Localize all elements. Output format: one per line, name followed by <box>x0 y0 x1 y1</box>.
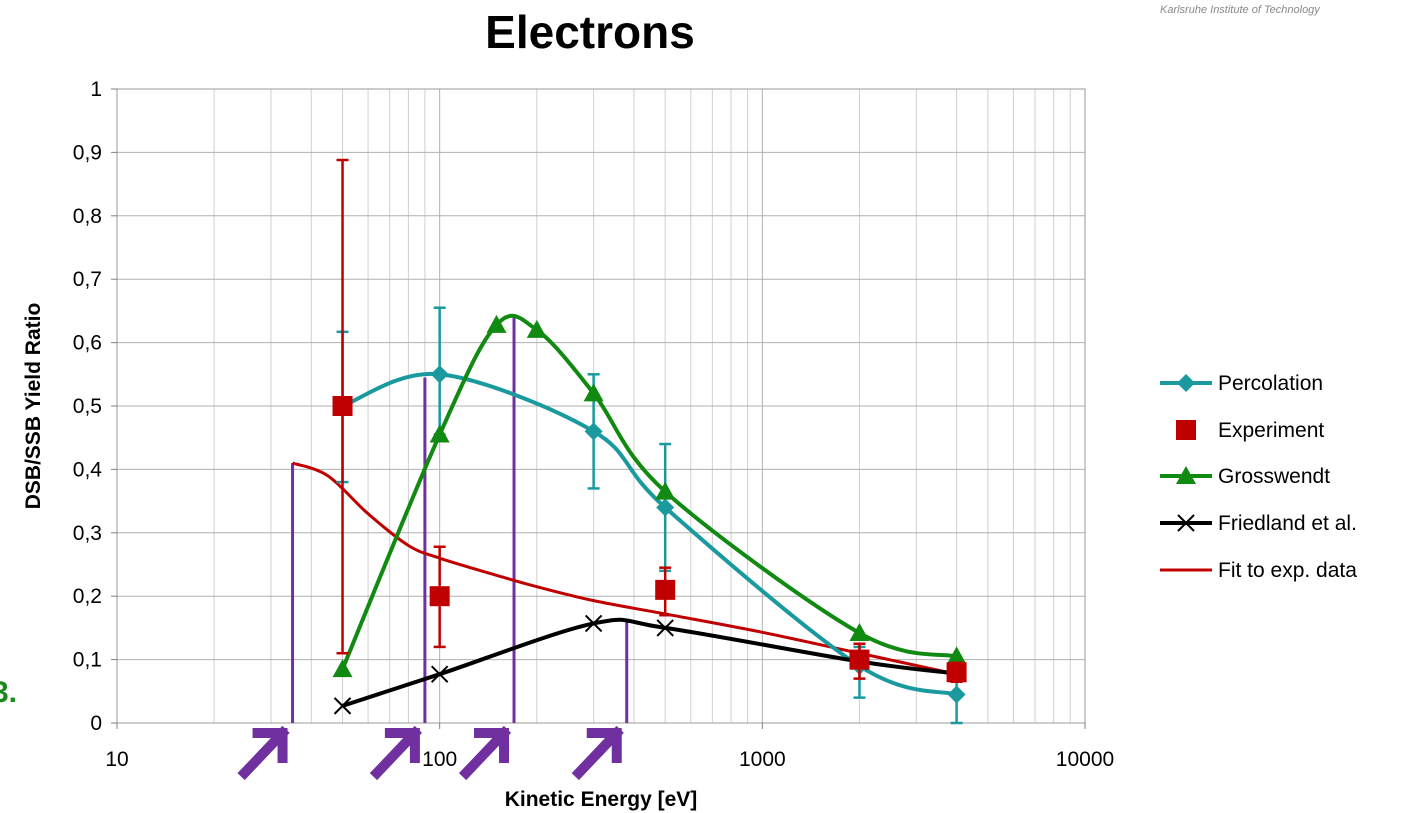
edge-fragment-text: 3. <box>0 676 17 709</box>
series-grosswendt <box>332 313 967 678</box>
data-point <box>526 319 547 338</box>
data-point <box>332 396 353 416</box>
y-tick-label: 0,4 <box>73 458 103 481</box>
legend: Percolation Experiment Grosswendt Friedland… <box>1160 372 1357 582</box>
y-axis-label: DSB/SSB Yield Ratio <box>22 303 45 510</box>
x-tick-label: 10 <box>105 748 128 771</box>
x-axis-label: Kinetic Energy [eV] <box>505 788 698 811</box>
data-point <box>332 659 353 678</box>
data-point <box>584 614 603 633</box>
data-point <box>584 422 603 441</box>
legend-label: Grosswendt <box>1218 465 1330 488</box>
data-point <box>430 365 449 384</box>
data-point <box>655 579 676 600</box>
x-tick-label: 10000 <box>1056 748 1114 771</box>
arrow-head <box>474 728 510 763</box>
legend-symbol <box>1177 514 1195 532</box>
data-point <box>849 649 870 670</box>
y-tick-label: 0,6 <box>73 332 102 355</box>
legend-label: Percolation <box>1218 372 1323 395</box>
y-tick-label: 0,3 <box>73 522 102 545</box>
data-point <box>656 619 674 637</box>
data-point <box>947 685 966 704</box>
legend-symbol <box>1176 420 1196 440</box>
data-point <box>429 424 450 443</box>
y-tick-label: 0,9 <box>73 141 102 164</box>
data-point <box>429 586 450 607</box>
x-tick-label: 1000 <box>739 748 786 771</box>
data-point <box>486 314 507 333</box>
series-percolation <box>333 306 966 725</box>
arrow-head <box>252 728 288 763</box>
legend-label: Friedland et al. <box>1218 512 1357 535</box>
data-point <box>430 665 449 683</box>
series-group <box>292 158 967 725</box>
data-point <box>655 481 676 500</box>
y-tick-label: 0,7 <box>73 268 102 291</box>
data-point <box>946 646 967 665</box>
series-friedland-et-al <box>333 614 966 715</box>
data-point <box>583 383 604 402</box>
arrow-shaft <box>458 725 512 781</box>
legend-item: Fit to exp. data <box>1160 559 1357 582</box>
arrow-shaft <box>369 725 422 781</box>
legend-symbol <box>1176 466 1196 484</box>
legend-label: Experiment <box>1218 419 1324 442</box>
y-tick-label: 0,2 <box>73 585 102 608</box>
y-axis-ticks: 0 0,1 0,2 0,3 0,4 0,5 0,6 0,7 0,8 0,9 1 <box>73 78 117 735</box>
y-tick-label: 0,5 <box>73 395 102 418</box>
y-tick-label: 0,1 <box>73 649 102 672</box>
y-tick-label: 0,8 <box>73 205 102 228</box>
x-tick-label: 100 <box>422 748 457 771</box>
legend-item: Friedland et al. <box>1160 512 1357 535</box>
arrow-head <box>384 728 420 763</box>
legend-symbol <box>1177 374 1195 392</box>
data-point <box>849 622 870 641</box>
y-tick-label: 0 <box>90 712 102 735</box>
legend-label: Fit to exp. data <box>1218 559 1357 582</box>
data-point <box>656 498 675 517</box>
y-tick-label: 1 <box>90 78 102 101</box>
series-line <box>292 461 957 676</box>
purple-arrows <box>237 725 624 781</box>
legend-item: Grosswendt <box>1160 465 1330 488</box>
chart-title: Electrons <box>485 6 695 58</box>
arrow-shaft <box>571 725 624 781</box>
data-point <box>946 662 967 683</box>
series-fit-to-exp-data <box>292 461 957 676</box>
logo-caption: Karlsruhe Institute of Technology <box>1160 4 1321 16</box>
kit-logo-text: Karlsruhe Institute of Technology <box>1160 4 1321 16</box>
data-point <box>333 697 352 715</box>
arrow-shaft <box>237 725 290 781</box>
legend-item: Experiment <box>1176 419 1324 442</box>
x-axis-ticks: 10 100 1000 10000 <box>105 723 1114 771</box>
legend-item: Percolation <box>1160 372 1323 395</box>
purple-marker-lines <box>291 317 629 723</box>
series-experiment <box>332 158 967 684</box>
arrow-head <box>586 728 622 763</box>
